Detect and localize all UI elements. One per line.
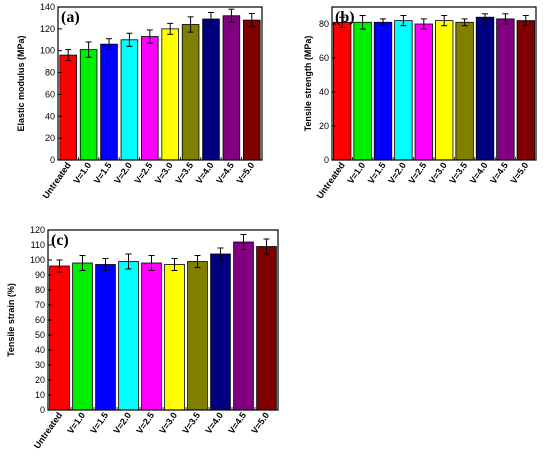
x-tick-label: V=2.0 xyxy=(111,410,133,435)
bar xyxy=(414,23,433,161)
bar xyxy=(79,49,98,161)
x-tick-label: V=5.0 xyxy=(235,160,257,185)
x-tick-label: V=1.5 xyxy=(366,160,388,185)
y-axis-label: Tensile strength (MPa) xyxy=(303,36,313,132)
y-tick-label: 30 xyxy=(35,360,45,370)
chart-panel-3: Untreated V=1.0 V=1.5 V=2.0 V=2.5 V=3.0 V=3.5 V… xyxy=(6,225,279,451)
bar xyxy=(72,262,93,411)
bar xyxy=(164,264,185,411)
x-tick-label: V=4.5 xyxy=(226,410,248,435)
panel-label: (c) xyxy=(51,232,69,249)
y-tick-label: 0 xyxy=(324,155,329,165)
x-tick-label: V=3.5 xyxy=(180,410,202,435)
y-tick-label: 60 xyxy=(35,315,45,325)
x-tick-label: V=4.5 xyxy=(214,160,236,185)
y-tick-label: 60 xyxy=(45,89,55,99)
chart-panel-2: UntreatedV=1.0V=1.5V=2.0V=2.5V=3.0V=3.5V… xyxy=(303,6,537,201)
bar xyxy=(256,246,277,411)
y-tick-label: 80 xyxy=(319,19,329,29)
bar xyxy=(100,43,118,161)
x-tick-label: V=2.5 xyxy=(133,160,155,185)
y-tick-label: 20 xyxy=(319,121,329,131)
chart-panel-1: UntreatedV=1.0V=1.5V=2.0V=2.5V=3.0V=3.5V… xyxy=(16,2,263,201)
x-tick-label: V=3.0 xyxy=(157,410,179,435)
x-tick-label: V=1.5 xyxy=(88,410,110,435)
y-tick-label: 0 xyxy=(40,405,45,415)
bar xyxy=(210,253,231,411)
bar xyxy=(141,36,159,161)
bar xyxy=(243,19,261,161)
bar xyxy=(187,261,208,411)
bar xyxy=(59,54,77,161)
x-tick-label: V=1.0 xyxy=(345,160,367,185)
bar xyxy=(233,241,254,411)
y-tick-label: 120 xyxy=(40,24,55,34)
x-tick-label: V=3.0 xyxy=(153,160,175,185)
panel-label: (a) xyxy=(61,9,80,26)
y-tick-label: 70 xyxy=(35,300,45,310)
bar xyxy=(516,20,535,161)
bar xyxy=(141,262,162,411)
x-tick-label: V=5.0 xyxy=(249,410,271,435)
x-tick-label: V=2.5 xyxy=(134,410,156,435)
y-tick-label: 140 xyxy=(40,2,55,12)
x-tick-label: V=3.5 xyxy=(173,160,195,185)
y-tick-label: 50 xyxy=(35,330,45,340)
bar xyxy=(161,28,179,161)
y-axis-label: Elastic modulus (MPa) xyxy=(16,35,26,131)
bar xyxy=(181,24,200,161)
x-tick-label: V=5.0 xyxy=(509,160,531,185)
x-tick-label: Untreated xyxy=(32,410,64,450)
y-tick-label: 60 xyxy=(319,53,329,63)
bar xyxy=(49,265,70,411)
x-tick-label: V=2.5 xyxy=(407,160,429,185)
y-tick-label: 90 xyxy=(35,270,45,280)
bar xyxy=(118,261,139,411)
x-tick-label: V=2.0 xyxy=(386,160,408,185)
bar xyxy=(333,21,352,161)
x-tick-label: Untreated xyxy=(41,160,73,200)
bar xyxy=(222,15,241,161)
y-tick-label: 100 xyxy=(40,46,55,56)
bar xyxy=(455,21,474,161)
x-tick-label: V=4.0 xyxy=(203,410,225,435)
x-tick-label: V=4.0 xyxy=(194,160,216,185)
y-tick-label: 100 xyxy=(30,255,45,265)
y-tick-label: 20 xyxy=(35,375,45,385)
y-tick-label: 10 xyxy=(35,390,45,400)
bar xyxy=(394,20,413,161)
x-tick-label: V=3.5 xyxy=(447,160,469,185)
y-tick-label: 40 xyxy=(319,87,329,97)
y-tick-label: 80 xyxy=(35,285,45,295)
x-tick-label: V=1.5 xyxy=(92,160,114,185)
bar xyxy=(353,21,372,161)
y-tick-label: 120 xyxy=(30,225,45,235)
x-tick-label: V=1.0 xyxy=(71,160,93,185)
x-tick-label: V=4.5 xyxy=(488,160,510,185)
x-tick-label: V=3.0 xyxy=(427,160,449,185)
y-tick-label: 40 xyxy=(35,345,45,355)
y-tick-label: 110 xyxy=(31,240,45,250)
bar xyxy=(95,264,116,411)
y-tick-label: 40 xyxy=(45,111,55,121)
bar xyxy=(475,16,495,161)
bar xyxy=(435,20,454,161)
x-tick-label: V=4.0 xyxy=(468,160,490,185)
y-tick-label: 80 xyxy=(45,68,55,78)
bar xyxy=(373,21,393,161)
x-tick-label: V=2.0 xyxy=(112,160,134,185)
bar xyxy=(496,18,515,161)
y-axis-label: Tensile strain (%) xyxy=(6,283,16,357)
y-tick-label: 0 xyxy=(50,155,55,165)
x-tick-label: V=1.0 xyxy=(65,410,87,435)
y-tick-label: 20 xyxy=(45,133,55,143)
x-tick-label: Untreated xyxy=(315,160,347,200)
panel-label: (b) xyxy=(335,9,355,26)
bar xyxy=(120,39,139,161)
bar xyxy=(202,18,220,161)
